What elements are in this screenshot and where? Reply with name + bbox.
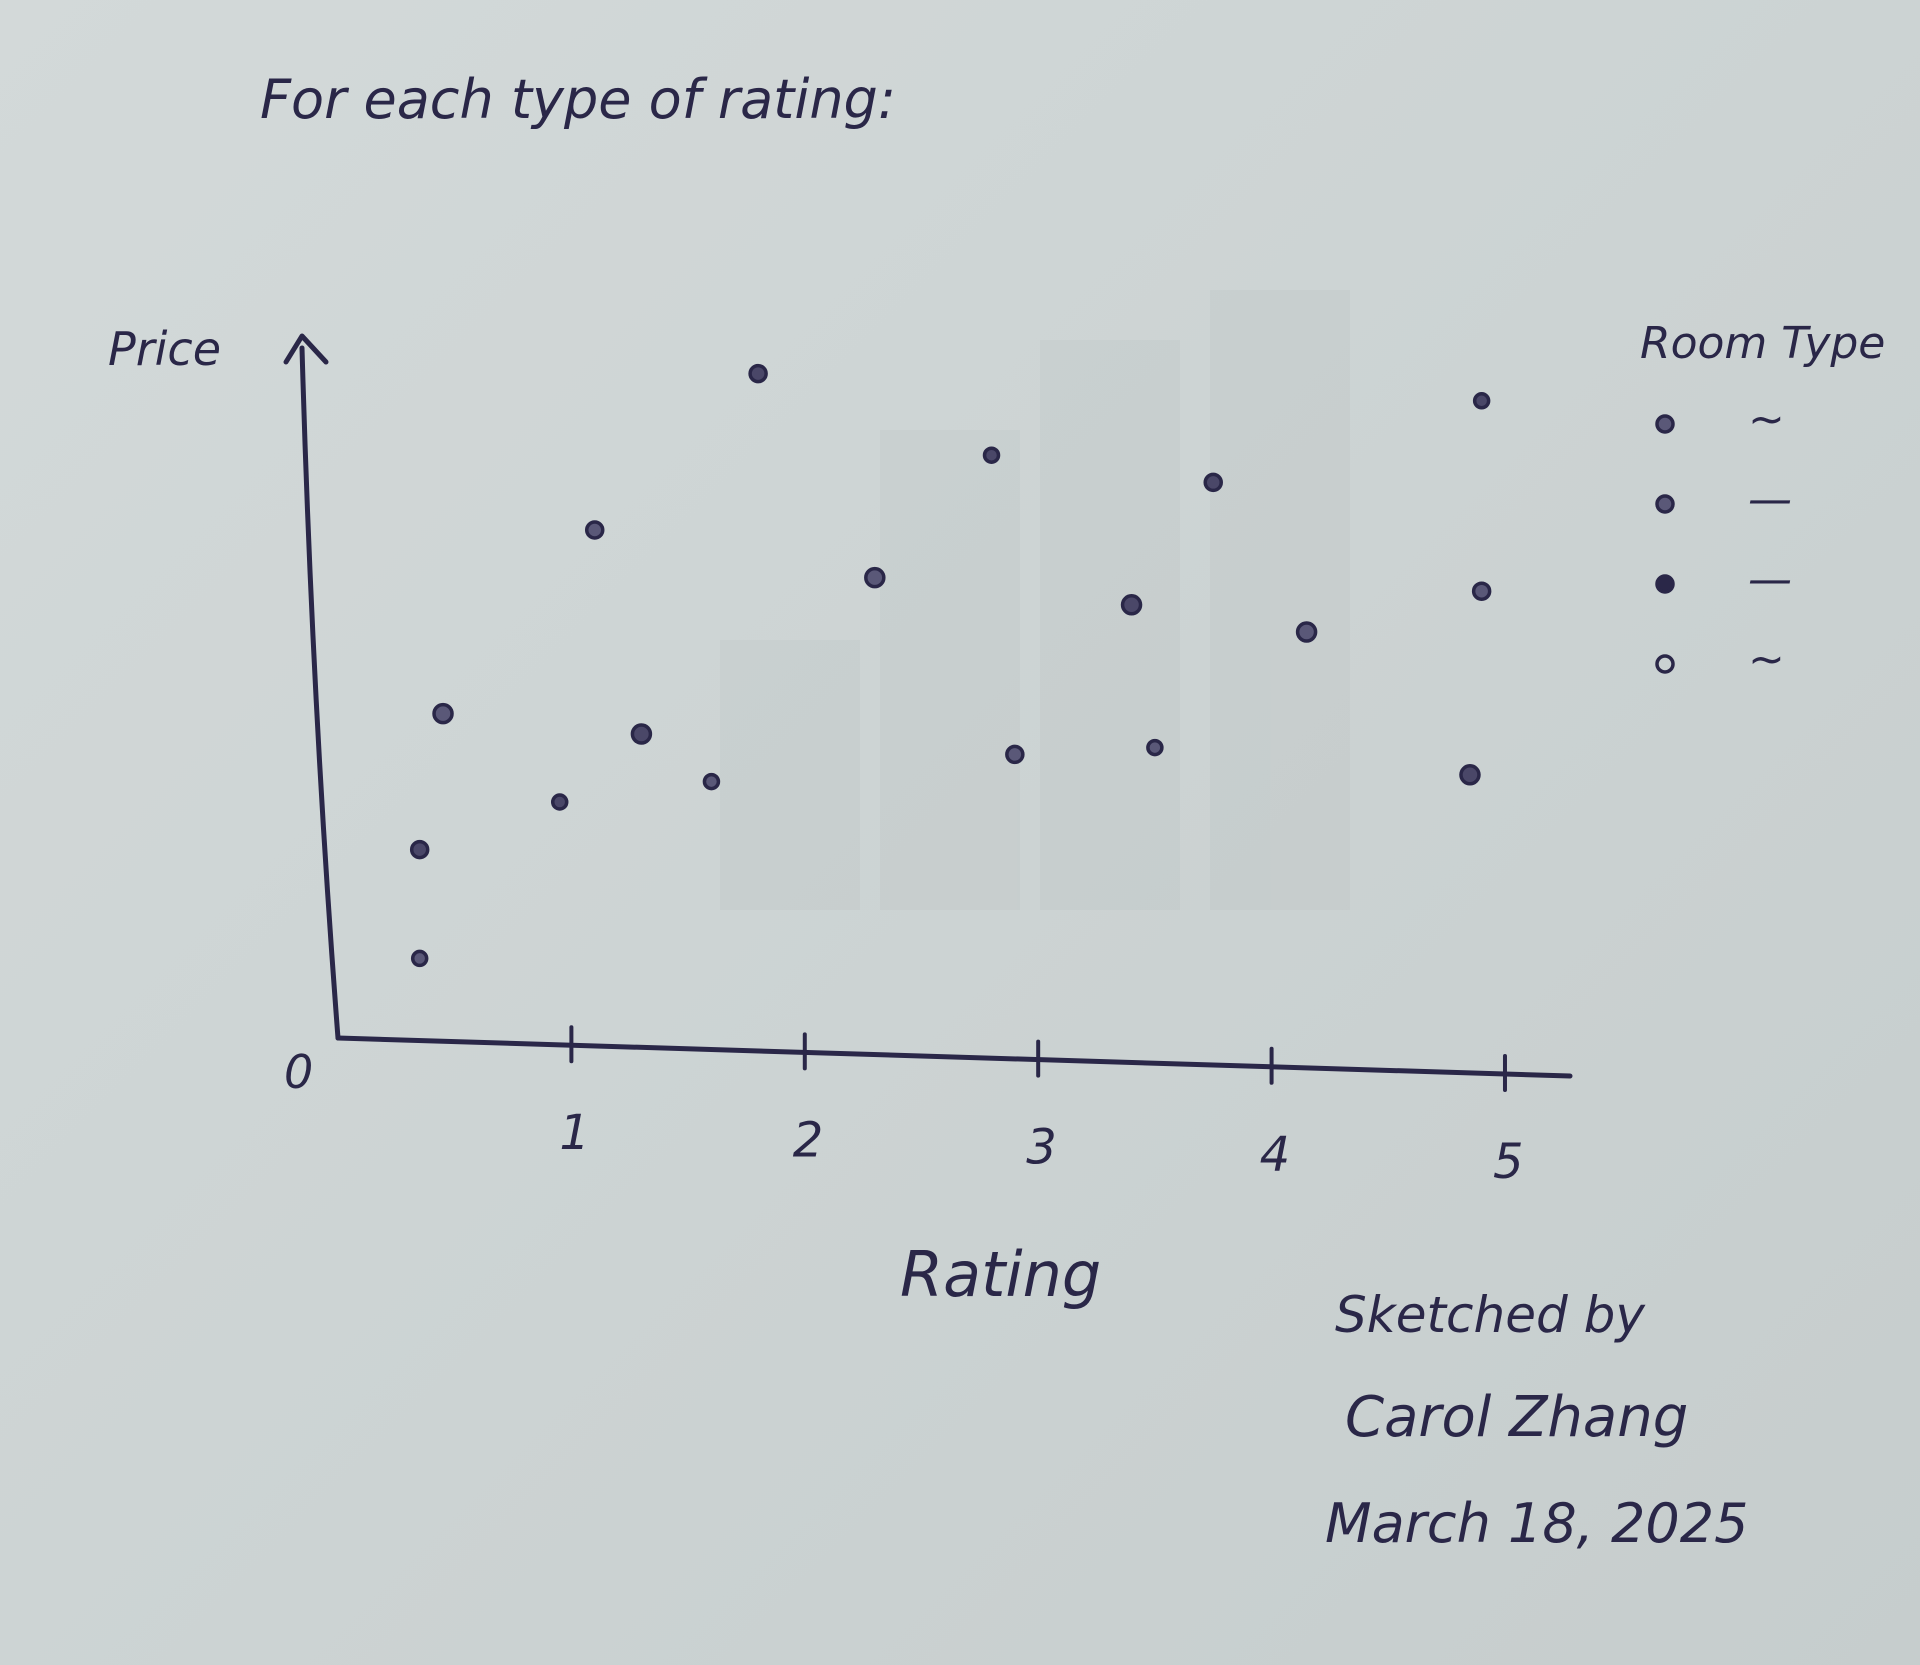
y-axis-label: Price [108,322,221,376]
data-point [1459,764,1481,786]
x-tick-label-5: 5 [1493,1134,1524,1190]
data-point [550,793,569,811]
data-point [1005,744,1025,765]
data-point [630,723,653,745]
chart-title: For each type of rating: [260,68,896,131]
legend-marker-1 [1655,414,1675,434]
data-point [1203,472,1223,493]
data-point [410,949,429,968]
data-point [748,363,768,384]
data-point [1120,594,1143,616]
x-axis-line [335,1035,1573,1079]
legend-marker-3 [1655,574,1675,594]
data-point [864,566,886,589]
legend-marker-4 [1655,654,1675,674]
x-ticks: 1 2 3 4 5 [559,1025,1524,1190]
data-point [1146,738,1164,757]
x-tick-label-3: 3 [1026,1120,1057,1176]
origin-label: 0 [284,1045,313,1099]
data-point [1471,581,1492,601]
y-axis-line [299,345,341,1041]
x-axis-label: Rating [900,1238,1101,1311]
legend-title: Room Type [1640,318,1885,369]
signature-line-1: Sketched by [1335,1286,1646,1344]
legend-label-4: ~ [1748,634,1785,685]
data-point [432,702,454,725]
paper-texture [720,290,1350,910]
data-point [982,446,1001,464]
data-point [1472,392,1491,410]
legend-label-3: — [1748,554,1792,605]
x-tick-label-1: 1 [559,1105,590,1161]
signature: Sketched by Carol Zhang March 18, 2025 [1325,1286,1748,1555]
y-axis-arrow [283,333,329,365]
data-point [409,839,430,860]
data-point [584,520,605,540]
legend-marker-2 [1655,494,1675,514]
x-tick-label-4: 4 [1260,1127,1291,1183]
legend-label-1: ~ [1748,394,1785,445]
signature-line-3: March 18, 2025 [1325,1492,1748,1555]
legend-label-2: — [1748,474,1792,525]
data-point [1295,621,1318,643]
data-points [409,363,1492,968]
legend: Room Type ~ — — ~ [1640,318,1885,685]
data-point [702,772,721,791]
legend-items: ~ — — ~ [1655,394,1792,685]
x-tick-label-2: 2 [793,1112,824,1168]
signature-line-2: Carol Zhang [1345,1385,1688,1450]
